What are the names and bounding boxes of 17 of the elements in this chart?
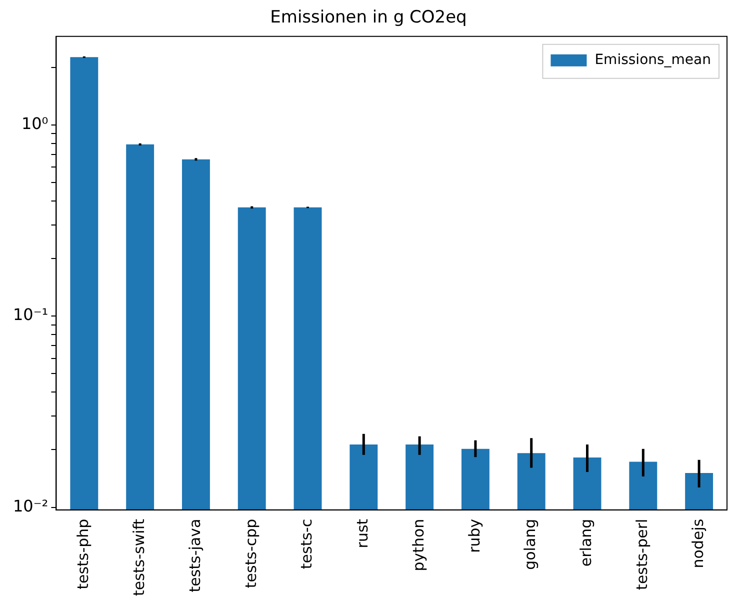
legend-label: Emissions_mean xyxy=(594,52,712,68)
chart-title: Emissionen in g CO2eq xyxy=(270,8,467,28)
y-tick-label: 10⁰ xyxy=(21,114,48,133)
x-tick-label: tests-perl xyxy=(633,518,652,590)
x-tick-label: ruby xyxy=(465,518,484,553)
x-tick-label: erlang xyxy=(577,518,596,567)
x-tick-label: tests-php xyxy=(74,518,92,590)
x-tick-label: tests-java xyxy=(186,518,204,592)
x-tick-label: tests-c xyxy=(298,518,316,570)
y-tick-label: 10⁻¹ xyxy=(13,305,48,324)
y-tick-label: 10⁻² xyxy=(13,496,48,516)
x-tick-label: rust xyxy=(354,518,372,548)
x-tick-label: tests-cpp xyxy=(242,518,260,588)
x-tick-label: golang xyxy=(521,518,540,570)
x-tick-label: tests-swift xyxy=(130,518,148,596)
x-tick-label: nodejs xyxy=(688,518,707,568)
x-tick-label: python xyxy=(409,518,428,572)
